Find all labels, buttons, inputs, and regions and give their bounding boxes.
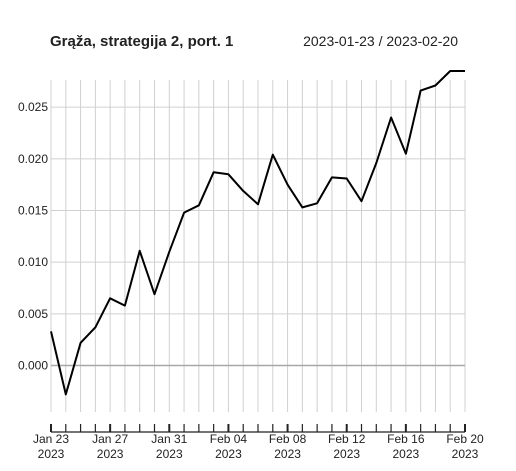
date-range-label: 2023-01-23 / 2023-02-20 — [303, 33, 458, 49]
x-tick-year-label: 2023 — [274, 447, 301, 461]
y-tick-label: 0.010 — [18, 255, 48, 269]
chart-title: Grąža, strategija 2, port. 1 — [50, 33, 234, 50]
series-line — [50, 70, 465, 396]
x-tick-label: Feb 12 — [328, 432, 366, 446]
x-tick-label: Feb 08 — [269, 432, 307, 446]
x-tick-label: Feb 16 — [387, 432, 425, 446]
y-axis: 0.000 0.005 0.010 0.015 0.020 0.025 — [18, 100, 48, 372]
x-tick-year-label: 2023 — [452, 447, 479, 461]
x-tick-year-label: 2023 — [215, 447, 242, 461]
y-tick-label: 0.000 — [18, 359, 48, 373]
y-tick-label: 0.005 — [18, 307, 48, 321]
x-tick-year-label: 2023 — [97, 447, 124, 461]
y-tick-label: 0.025 — [18, 100, 48, 114]
x-tick-year-label: 2023 — [38, 447, 65, 461]
x-tick-label: Jan 27 — [92, 432, 128, 446]
y-tick-label: 0.015 — [18, 204, 48, 218]
x-tick-year-label: 2023 — [156, 447, 183, 461]
x-tick-label: Jan 23 — [33, 432, 69, 446]
x-tick-label: Feb 20 — [446, 432, 484, 446]
series-layer — [50, 70, 465, 396]
x-tick-label: Feb 04 — [210, 432, 248, 446]
x-tick-year-label: 2023 — [393, 447, 420, 461]
y-tick-label: 0.020 — [18, 152, 48, 166]
x-tick-year-label: 2023 — [333, 447, 360, 461]
x-tick-label: Jan 31 — [151, 432, 187, 446]
grid-lines — [50, 80, 466, 412]
